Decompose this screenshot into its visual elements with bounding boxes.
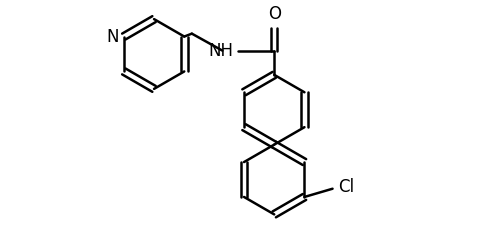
Text: O: O: [268, 5, 280, 23]
Text: NH: NH: [208, 42, 233, 60]
Text: N: N: [106, 27, 119, 45]
Text: Cl: Cl: [338, 178, 354, 196]
